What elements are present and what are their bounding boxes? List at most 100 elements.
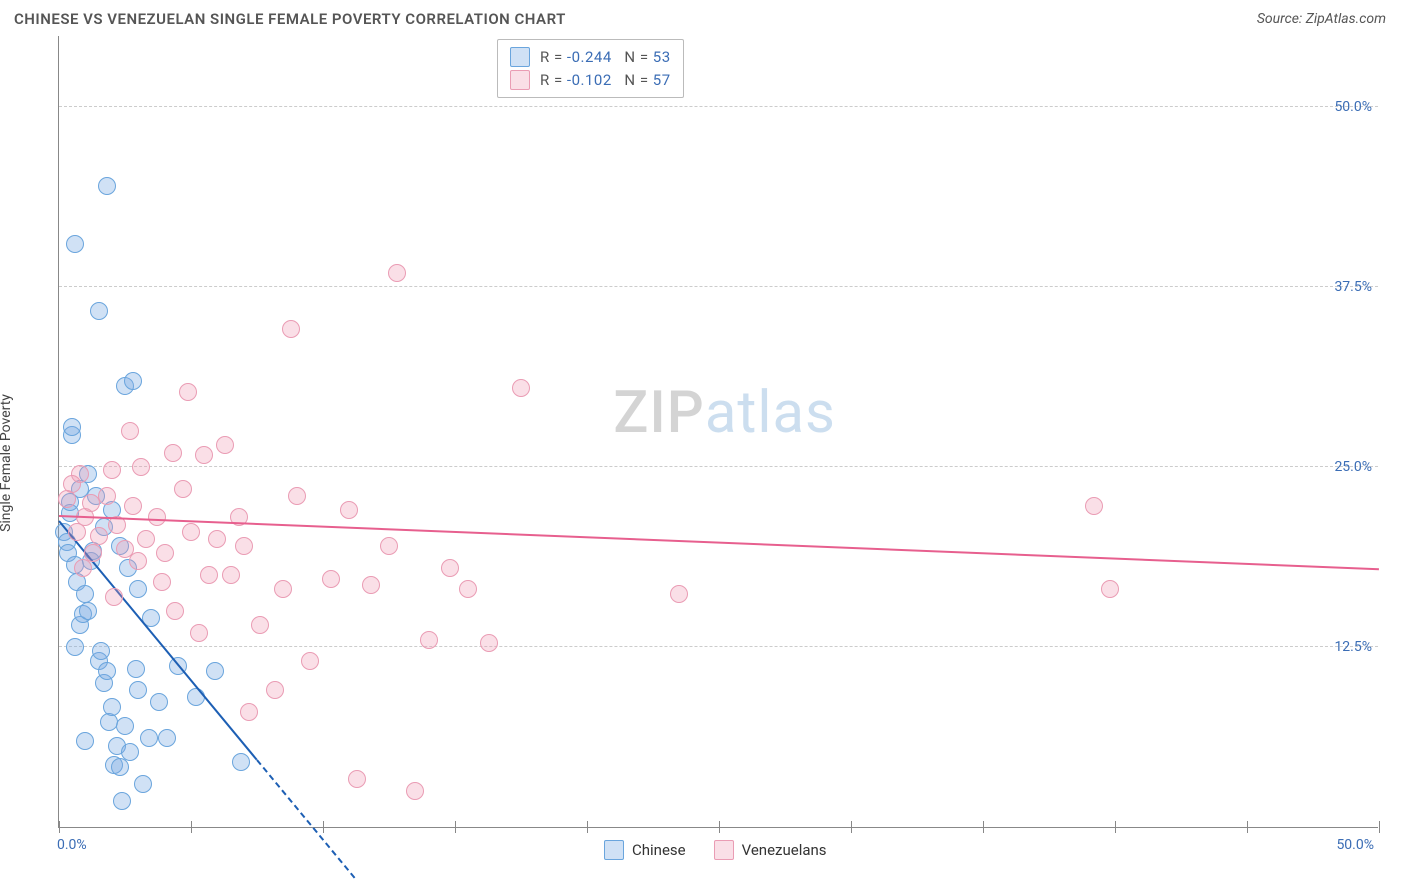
data-point	[190, 624, 208, 642]
data-point	[74, 559, 92, 577]
data-point	[164, 444, 182, 462]
series-legend-label: Venezuelans	[742, 841, 827, 859]
data-point	[282, 320, 300, 338]
data-point	[288, 487, 306, 505]
data-point	[235, 537, 253, 555]
legend-swatch	[604, 840, 624, 860]
correlation-legend-row: R = -0.102 N = 57	[510, 69, 671, 92]
data-point	[134, 775, 152, 793]
correlation-values: R = -0.102 N = 57	[540, 69, 671, 92]
series-legend: Chinese Venezuelans	[604, 840, 827, 860]
data-point	[71, 465, 89, 483]
series-legend-item: Chinese	[604, 840, 686, 860]
legend-swatch	[510, 70, 530, 90]
plot-region: ZIPatlas 12.5%25.0%37.5%50.0%0.0%50.0%R …	[58, 36, 1378, 828]
data-point	[179, 383, 197, 401]
data-point	[158, 729, 176, 747]
data-point	[441, 559, 459, 577]
series-legend-item: Venezuelans	[714, 840, 827, 860]
data-point	[187, 688, 205, 706]
data-point	[124, 497, 142, 515]
grid-line	[59, 646, 1378, 647]
data-point	[1085, 497, 1103, 515]
data-point	[105, 588, 123, 606]
y-tick-label: 25.0%	[1334, 459, 1372, 475]
watermark: ZIPatlas	[613, 379, 836, 447]
chart-title: CHINESE VS VENEZUELAN SINGLE FEMALE POVE…	[14, 10, 566, 28]
data-point	[113, 792, 131, 810]
correlation-legend-row: R = -0.244 N = 53	[510, 46, 671, 69]
data-point	[90, 302, 108, 320]
legend-swatch	[510, 47, 530, 67]
data-point	[348, 770, 366, 788]
data-point	[174, 480, 192, 498]
watermark-atlas: atlas	[705, 379, 836, 447]
data-point	[240, 703, 258, 721]
data-point	[340, 501, 358, 519]
data-point	[266, 681, 284, 699]
data-point	[124, 372, 142, 390]
data-point	[153, 573, 171, 591]
data-point	[406, 782, 424, 800]
data-point	[480, 634, 498, 652]
x-max-label: 50.0%	[1336, 837, 1374, 853]
y-tick-label: 37.5%	[1334, 279, 1372, 295]
data-point	[66, 235, 84, 253]
series-legend-label: Chinese	[632, 841, 686, 859]
data-point	[79, 602, 97, 620]
data-point	[98, 487, 116, 505]
data-point	[274, 580, 292, 598]
data-point	[148, 508, 166, 526]
x-origin-label: 0.0%	[57, 837, 87, 853]
x-tick	[1379, 821, 1380, 833]
grid-line	[59, 106, 1378, 107]
data-point	[459, 580, 477, 598]
trend-line	[59, 515, 1379, 570]
data-point	[66, 638, 84, 656]
data-point	[156, 544, 174, 562]
data-point	[98, 177, 116, 195]
data-point	[380, 537, 398, 555]
data-point	[216, 436, 234, 454]
data-point	[103, 698, 121, 716]
y-axis-label: Single Female Poverty	[0, 394, 14, 532]
data-point	[98, 662, 116, 680]
x-tick	[191, 821, 192, 833]
data-point	[137, 530, 155, 548]
data-point	[76, 585, 94, 603]
watermark-zip: ZIP	[613, 379, 704, 447]
data-point	[182, 523, 200, 541]
x-tick	[983, 821, 984, 833]
data-point	[208, 530, 226, 548]
x-tick	[719, 821, 720, 833]
data-point	[103, 461, 121, 479]
data-point	[68, 523, 86, 541]
x-tick	[455, 821, 456, 833]
x-tick	[1115, 821, 1116, 833]
data-point	[150, 693, 168, 711]
data-point	[129, 552, 147, 570]
trend-line-extension	[256, 759, 355, 878]
data-point	[166, 602, 184, 620]
x-tick	[323, 821, 324, 833]
x-tick	[587, 821, 588, 833]
grid-line	[59, 466, 1378, 467]
data-point	[132, 458, 150, 476]
data-point	[90, 527, 108, 545]
data-point	[206, 662, 224, 680]
data-point	[222, 566, 240, 584]
data-point	[512, 379, 530, 397]
correlation-legend: R = -0.244 N = 53R = -0.102 N = 57	[497, 39, 684, 98]
data-point	[200, 566, 218, 584]
data-point	[121, 422, 139, 440]
data-point	[129, 580, 147, 598]
legend-swatch	[714, 840, 734, 860]
data-point	[251, 616, 269, 634]
data-point	[322, 570, 340, 588]
chart-area: Single Female Poverty ZIPatlas 12.5%25.0…	[14, 34, 1392, 876]
data-point	[301, 652, 319, 670]
data-point	[232, 753, 250, 771]
data-point	[116, 717, 134, 735]
data-point	[127, 660, 145, 678]
y-tick-label: 50.0%	[1334, 99, 1372, 115]
